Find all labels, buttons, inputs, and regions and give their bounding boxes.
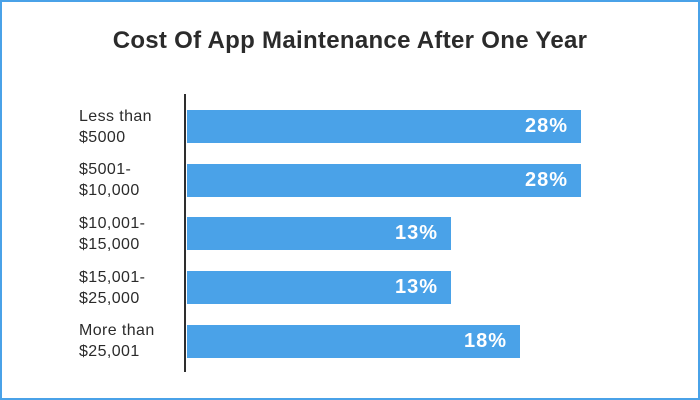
category-label-line: $5000 bbox=[79, 128, 126, 146]
category-label: Less than $5000 bbox=[2, 106, 187, 148]
category-label-line: Less than bbox=[79, 107, 152, 125]
y-axis-line bbox=[184, 94, 186, 372]
bar: 28% bbox=[187, 110, 581, 144]
bar: 13% bbox=[187, 271, 451, 305]
category-label-line: $25,000 bbox=[79, 289, 140, 307]
bar-value-label: 18% bbox=[463, 329, 507, 352]
chart-row: $10,001- $15,000 13% bbox=[2, 207, 698, 261]
chart-row: More than $25,001 18% bbox=[2, 314, 698, 368]
category-label-line: More than bbox=[79, 322, 155, 340]
bar: 18% bbox=[187, 324, 520, 358]
chart-row: Less than $5000 28% bbox=[2, 100, 698, 154]
chart-title: Cost Of App Maintenance After One Year bbox=[112, 27, 588, 54]
chart-row: $15,001- $25,000 13% bbox=[2, 261, 698, 315]
chart-row: $5001- $10,000 28% bbox=[2, 154, 698, 208]
bar-value-label: 28% bbox=[524, 115, 568, 138]
category-label: $10,001- $15,000 bbox=[2, 213, 187, 255]
category-label: $15,001- $25,000 bbox=[2, 267, 187, 309]
category-label: More than $25,001 bbox=[2, 320, 187, 362]
bar-value-label: 13% bbox=[394, 222, 438, 245]
bar-chart: Less than $5000 28% $5001- $10,000 28% $10,001… bbox=[2, 100, 698, 368]
bar: 28% bbox=[187, 163, 581, 197]
category-label-line: $25,001 bbox=[79, 343, 140, 361]
category-label-line: $10,001- bbox=[79, 214, 146, 232]
category-label-line: $5001- bbox=[79, 161, 132, 179]
category-label-line: $15,001- bbox=[79, 268, 146, 286]
bar: 13% bbox=[187, 217, 451, 251]
category-label-line: $10,000 bbox=[79, 182, 140, 200]
category-label: $5001- $10,000 bbox=[2, 159, 187, 201]
bar-value-label: 28% bbox=[524, 168, 568, 191]
category-label-line: $15,000 bbox=[79, 235, 140, 253]
bar-value-label: 13% bbox=[394, 276, 438, 299]
